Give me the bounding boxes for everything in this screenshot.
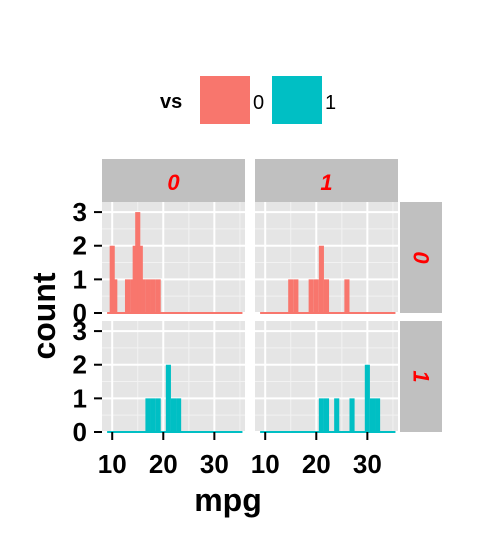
x-tick-label: 10	[251, 449, 280, 479]
histogram-bar	[150, 279, 156, 313]
histogram-bar	[364, 364, 370, 432]
histogram-bar	[155, 279, 161, 313]
histogram-bar	[375, 398, 381, 432]
histogram-bar	[176, 398, 182, 432]
facet-strip-row-1	[400, 321, 442, 432]
histogram-bar	[318, 245, 324, 313]
legend: vs 0 1	[160, 76, 336, 124]
histogram-bar	[155, 398, 161, 432]
histogram-bar	[145, 398, 151, 432]
legend-key-vs-1	[272, 76, 322, 124]
histogram-bar	[334, 398, 340, 432]
histogram-bar	[344, 279, 350, 313]
histogram-bar	[369, 398, 376, 432]
facet-strip-row-label: 1	[409, 370, 434, 382]
histogram-bar	[145, 279, 151, 313]
histogram-bar	[150, 398, 156, 432]
panel-0-0	[102, 202, 245, 314]
histogram-bar	[165, 364, 171, 432]
histogram-bar	[318, 398, 324, 432]
y-tick-label: 1	[73, 264, 87, 294]
legend-label-vs-0: 0	[253, 92, 264, 114]
histogram-bar	[124, 279, 131, 313]
panel-1-0	[102, 321, 245, 433]
legend-title: vs	[160, 91, 182, 113]
histogram-bar	[323, 279, 330, 313]
panel-1-1	[255, 321, 398, 433]
y-tick-label: 3	[73, 316, 87, 346]
y-tick-label: 0	[73, 298, 87, 328]
y-tick-label: 2	[73, 231, 87, 261]
x-axis-title: mpg	[194, 482, 262, 518]
legend-label-vs-1: 1	[325, 92, 336, 114]
histogram-bar	[313, 279, 319, 313]
histogram-bar	[323, 398, 330, 432]
y-tick-label: 0	[73, 417, 87, 447]
facet-strip-col-label: 1	[320, 170, 332, 195]
histogram-bar	[288, 279, 294, 313]
y-tick-label: 3	[73, 197, 87, 227]
y-tick-label: 2	[73, 350, 87, 380]
histogram-bar	[112, 279, 118, 313]
histogram-bar	[140, 279, 146, 313]
facet-strip-col-1	[255, 159, 398, 202]
y-axis-title: count	[26, 272, 62, 359]
facet-strip-col-0	[102, 159, 245, 202]
x-tick-label: 20	[149, 449, 178, 479]
facet-strip-col-label: 0	[167, 170, 180, 195]
x-tick-label: 20	[302, 449, 331, 479]
y-tick-label: 1	[73, 383, 87, 413]
histogram-bar	[308, 279, 314, 313]
histogram-bar	[109, 245, 115, 313]
histogram-bar	[349, 398, 355, 432]
facet-strip-row-label: 0	[409, 251, 434, 264]
histogram-bar	[170, 398, 177, 432]
histogram-bar	[293, 279, 299, 313]
x-tick-label: 30	[200, 449, 229, 479]
panel-0-1	[255, 202, 398, 314]
facet-strip-row-0	[400, 202, 442, 313]
legend-key-vs-0	[200, 76, 250, 124]
x-tick-label: 10	[98, 449, 127, 479]
x-tick-label: 30	[353, 449, 382, 479]
